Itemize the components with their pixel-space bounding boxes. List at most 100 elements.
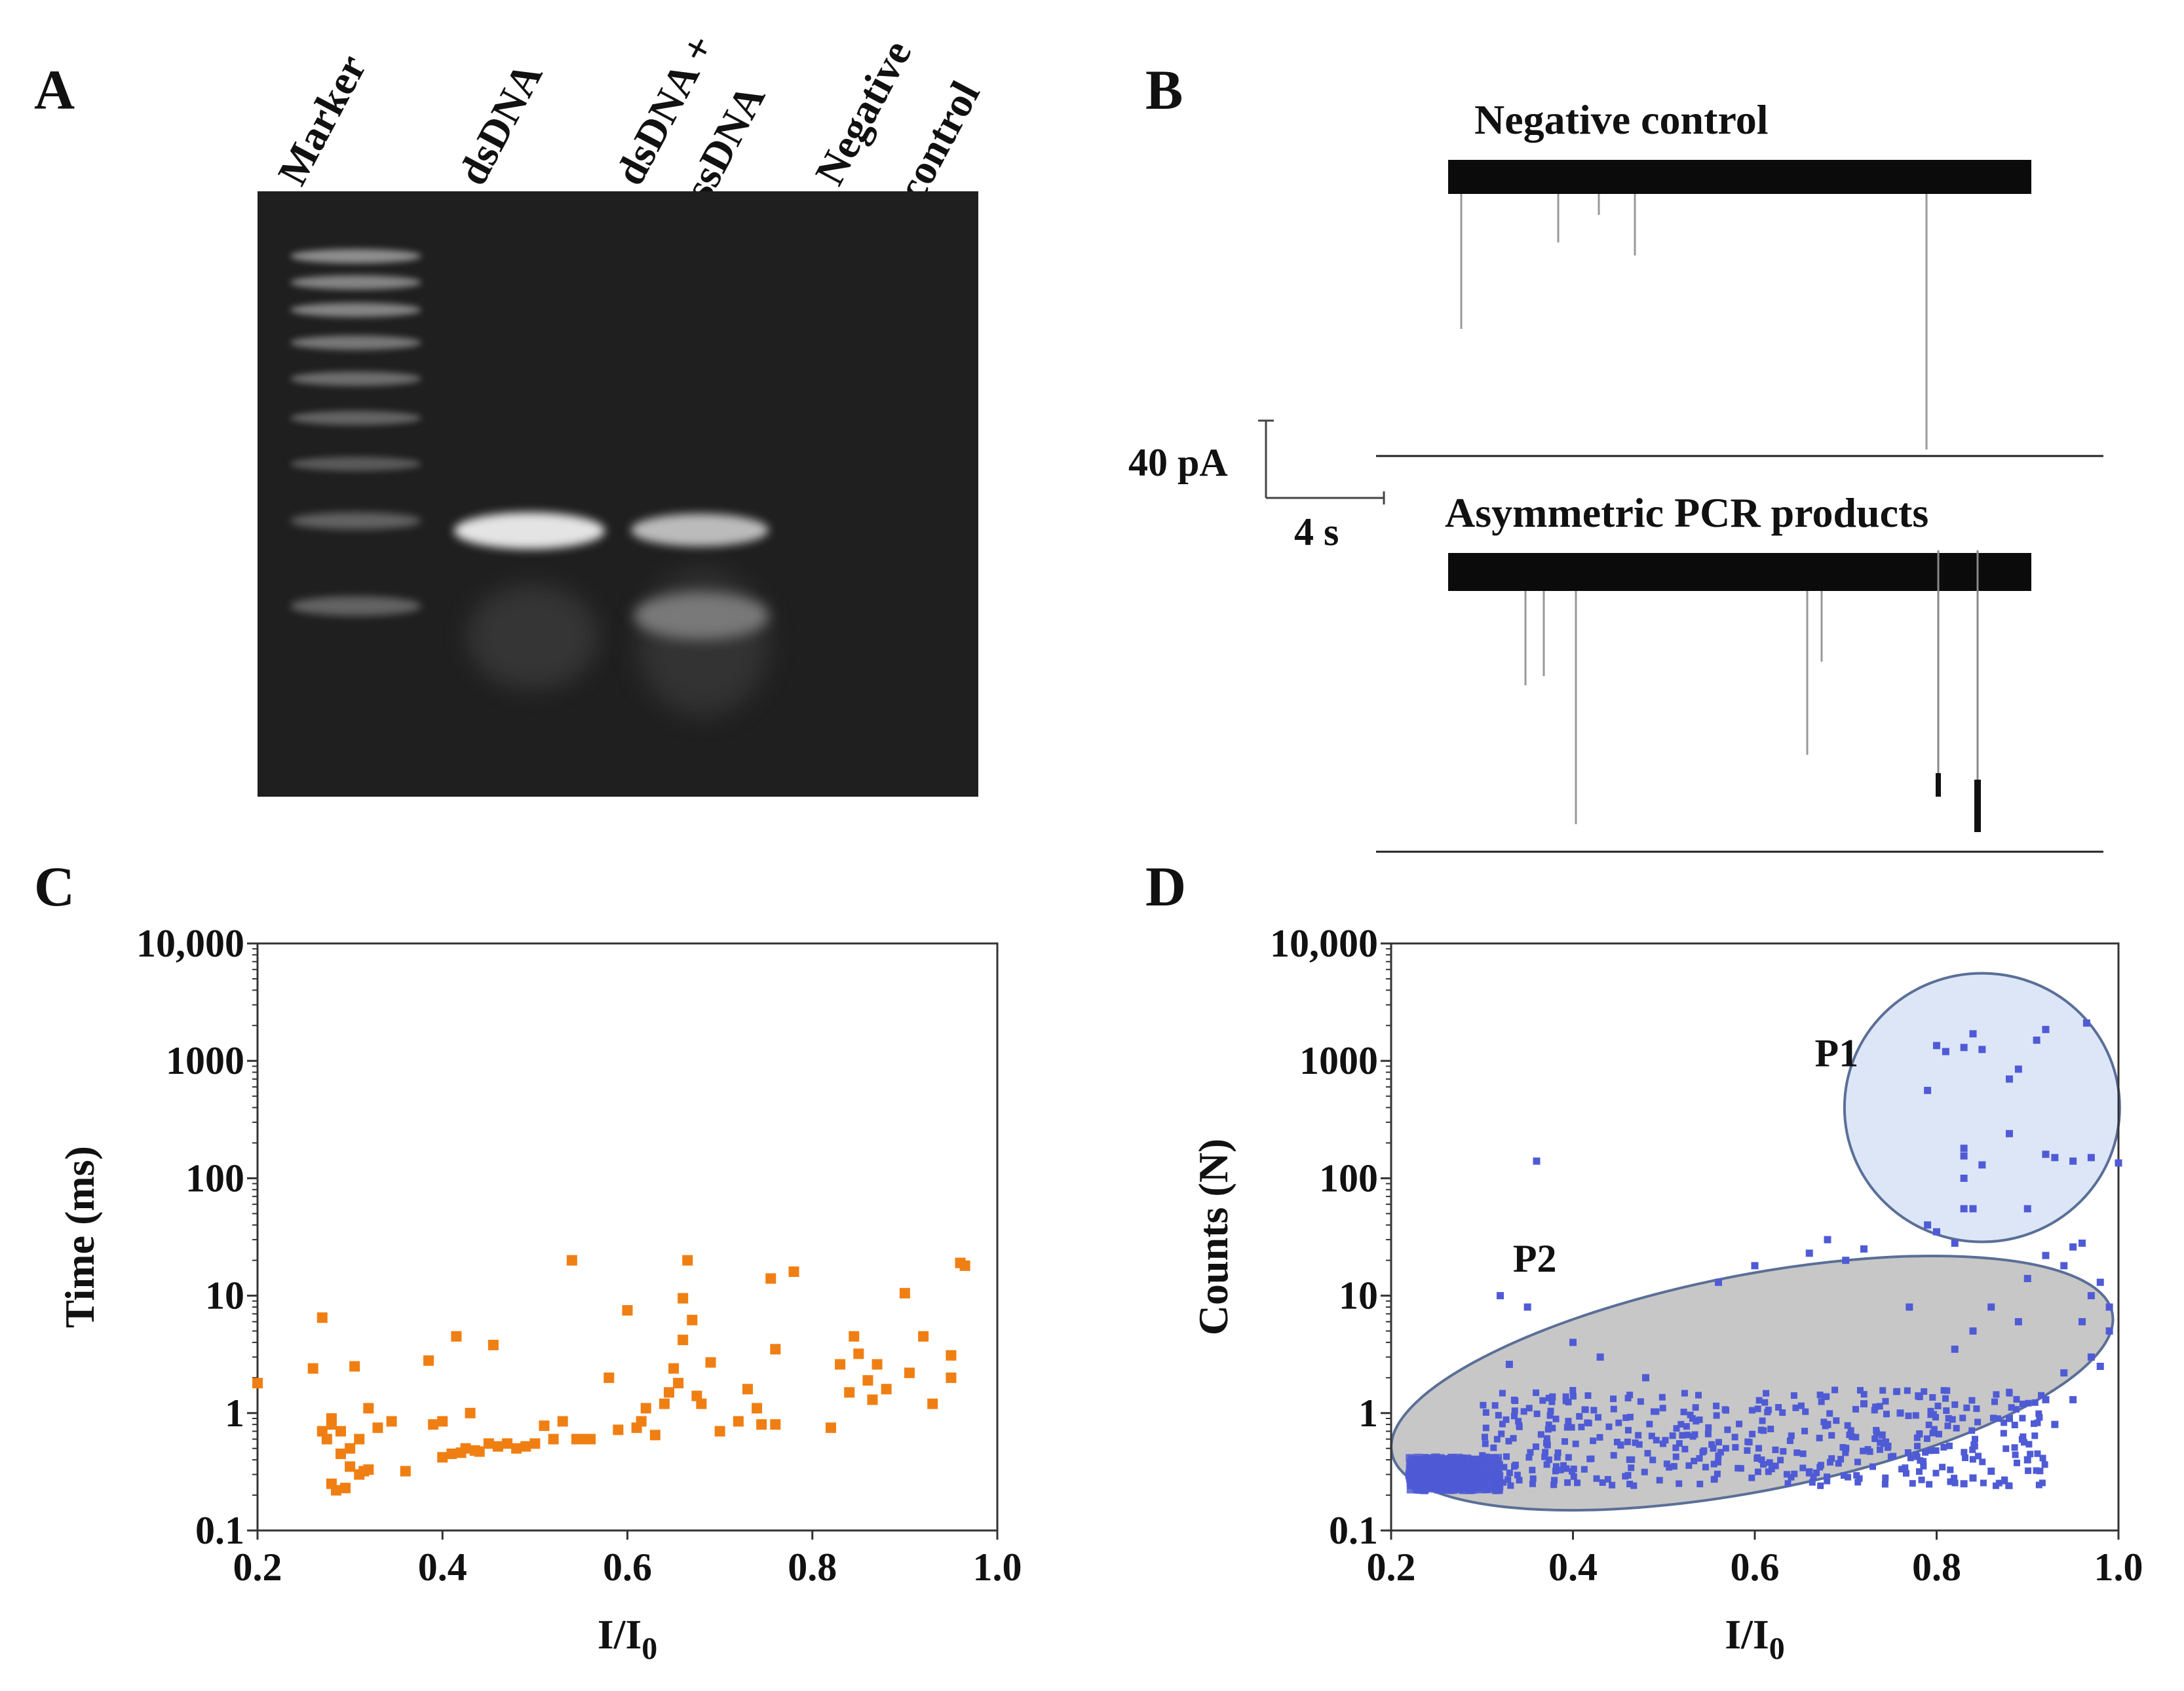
panel-letter-d: D <box>1145 855 1187 918</box>
data-point <box>1933 1228 1940 1236</box>
panel-letter-b: B <box>1145 58 1183 121</box>
dense-event-mark <box>1581 1406 1588 1413</box>
dense-event-mark <box>1683 1423 1690 1430</box>
dense-event-mark <box>1641 1468 1648 1475</box>
dense-event-mark <box>1656 1477 1663 1484</box>
data-point <box>1523 1303 1531 1311</box>
dense-event-mark <box>1557 1466 1564 1473</box>
data-point <box>1751 1262 1759 1270</box>
dense-event-mark <box>2020 1433 2027 1440</box>
dense-event-mark <box>1943 1407 1950 1415</box>
data-point <box>1924 1221 1932 1229</box>
dense-event-mark <box>1646 1420 1653 1428</box>
dense-event-mark <box>1700 1447 1708 1454</box>
y-tick-label: 100 <box>185 1156 244 1200</box>
dense-event-mark <box>1442 1468 1450 1477</box>
x-tick-label: 0.8 <box>1912 1546 1961 1589</box>
dense-event-mark <box>1504 1476 1512 1483</box>
dense-event-mark <box>2027 1451 2034 1458</box>
data-point <box>1497 1292 1504 1300</box>
dense-event-mark <box>1837 1456 1845 1463</box>
dense-event-mark <box>1772 1462 1779 1470</box>
dense-event-mark <box>1488 1454 1495 1461</box>
dense-event-mark <box>1882 1397 1889 1405</box>
dense-event-mark <box>1840 1472 1847 1479</box>
dense-event-mark <box>1772 1446 1779 1453</box>
dense-event-mark <box>1991 1398 1998 1405</box>
data-point <box>330 1485 341 1496</box>
dense-event-mark <box>1759 1417 1766 1424</box>
dense-event-mark <box>1659 1405 1666 1412</box>
cluster-p1-circle <box>1843 972 2121 1244</box>
dense-event-mark <box>2039 1479 2046 1487</box>
dense-event-mark <box>1653 1437 1660 1444</box>
data-point <box>2014 1318 2022 1325</box>
dense-event-mark <box>1666 1464 1673 1471</box>
dense-event-mark <box>1934 1402 1942 1409</box>
dense-event-mark <box>1761 1399 1769 1406</box>
dense-event-mark <box>1989 1415 1997 1422</box>
dense-event-mark <box>1676 1480 1683 1487</box>
dense-event-mark <box>1628 1464 1635 1472</box>
dense-event-mark <box>1562 1393 1569 1400</box>
trace-negative-control-spikes <box>1460 194 1928 449</box>
dense-event-mark <box>1482 1424 1489 1432</box>
data-point <box>1924 1086 1932 1094</box>
dense-event-mark <box>1963 1404 1970 1411</box>
dense-event-mark <box>1622 1473 1629 1480</box>
dense-event-mark <box>1681 1445 1689 1453</box>
dense-event-mark <box>1549 1424 1556 1432</box>
dense-event-mark <box>1626 1392 1634 1399</box>
data-point <box>1978 1046 1986 1054</box>
data-point <box>705 1357 716 1368</box>
dense-event-mark <box>1905 1412 1912 1419</box>
dense-event-mark <box>2031 1420 2038 1427</box>
data-point <box>437 1416 448 1427</box>
lane-label-dsdna: dsDNA <box>448 55 552 193</box>
x-axis-label: I/I0 <box>1725 1611 1785 1666</box>
y-tick-label: 10 <box>1339 1274 1378 1318</box>
dense-event-mark <box>2019 1400 2026 1407</box>
dense-event-mark <box>1995 1479 2002 1487</box>
data-point <box>1715 1278 1722 1286</box>
gel-image <box>258 191 978 797</box>
dense-event-mark <box>2006 1388 2013 1396</box>
dense-event-mark <box>1723 1407 1730 1414</box>
x-tick-label: 0.4 <box>418 1546 467 1589</box>
dense-event-mark <box>1824 1477 1831 1485</box>
dense-event-mark <box>1764 1409 1771 1416</box>
y-tick-label: 10,000 <box>136 922 244 965</box>
data-point <box>1969 1030 1977 1038</box>
dense-event-mark <box>1506 1470 1513 1477</box>
data-point <box>673 1378 684 1389</box>
dense-event-mark <box>1563 1424 1571 1431</box>
dense-event-mark <box>1835 1460 1842 1467</box>
data-point <box>335 1448 347 1459</box>
dense-event-mark <box>1713 1412 1720 1419</box>
dense-event-mark <box>1533 1389 1540 1396</box>
dense-event-mark <box>1979 1458 1986 1466</box>
data-point <box>862 1375 873 1386</box>
data-point <box>756 1419 767 1430</box>
dense-event-mark <box>1533 1410 1541 1417</box>
data-point <box>844 1387 855 1398</box>
dense-event-mark <box>1624 1438 1631 1445</box>
dense-event-mark <box>1731 1434 1738 1441</box>
dense-event-mark <box>1466 1486 1474 1494</box>
dense-event-mark <box>1543 1435 1550 1442</box>
dense-event-mark <box>1529 1466 1536 1473</box>
dense-event-mark <box>1902 1464 1909 1472</box>
data-point <box>511 1443 522 1454</box>
data-point <box>2069 1243 2077 1251</box>
data-point <box>872 1359 883 1370</box>
dense-event-mark <box>1754 1468 1761 1475</box>
trace-asymmetric-pcr <box>1448 553 2031 591</box>
dense-event-mark <box>1527 1449 1534 1456</box>
ladder-band <box>290 335 421 350</box>
dense-event-mark <box>1449 1483 1457 1491</box>
data-point <box>2042 1396 2050 1403</box>
dense-event-mark <box>2034 1419 2041 1426</box>
dense-event-mark <box>1574 1479 1581 1487</box>
data-point <box>2096 1278 2104 1286</box>
dense-event-mark <box>1490 1444 1497 1451</box>
